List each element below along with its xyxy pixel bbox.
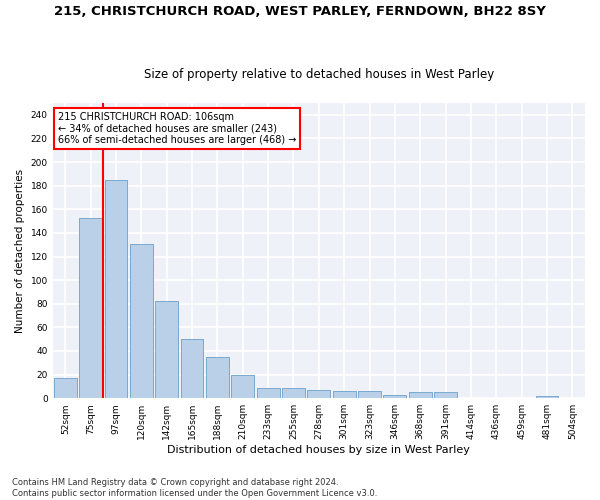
Bar bbox=[333, 391, 356, 398]
Bar bbox=[358, 391, 381, 398]
Bar bbox=[130, 244, 153, 398]
X-axis label: Distribution of detached houses by size in West Parley: Distribution of detached houses by size … bbox=[167, 445, 470, 455]
Title: Size of property relative to detached houses in West Parley: Size of property relative to detached ho… bbox=[144, 68, 494, 81]
Bar bbox=[307, 390, 330, 398]
Text: Contains HM Land Registry data © Crown copyright and database right 2024.
Contai: Contains HM Land Registry data © Crown c… bbox=[12, 478, 377, 498]
Bar bbox=[257, 388, 280, 398]
Bar bbox=[206, 357, 229, 398]
Bar bbox=[409, 392, 431, 398]
Text: 215, CHRISTCHURCH ROAD, WEST PARLEY, FERNDOWN, BH22 8SY: 215, CHRISTCHURCH ROAD, WEST PARLEY, FER… bbox=[54, 5, 546, 18]
Bar bbox=[104, 180, 127, 398]
Bar bbox=[79, 218, 102, 398]
Bar bbox=[54, 378, 77, 398]
Bar bbox=[232, 374, 254, 398]
Bar bbox=[383, 394, 406, 398]
Bar bbox=[155, 302, 178, 398]
Bar bbox=[434, 392, 457, 398]
Bar bbox=[536, 396, 559, 398]
Bar bbox=[181, 339, 203, 398]
Y-axis label: Number of detached properties: Number of detached properties bbox=[15, 168, 25, 332]
Text: 215 CHRISTCHURCH ROAD: 106sqm
← 34% of detached houses are smaller (243)
66% of : 215 CHRISTCHURCH ROAD: 106sqm ← 34% of d… bbox=[58, 112, 296, 145]
Bar bbox=[282, 388, 305, 398]
